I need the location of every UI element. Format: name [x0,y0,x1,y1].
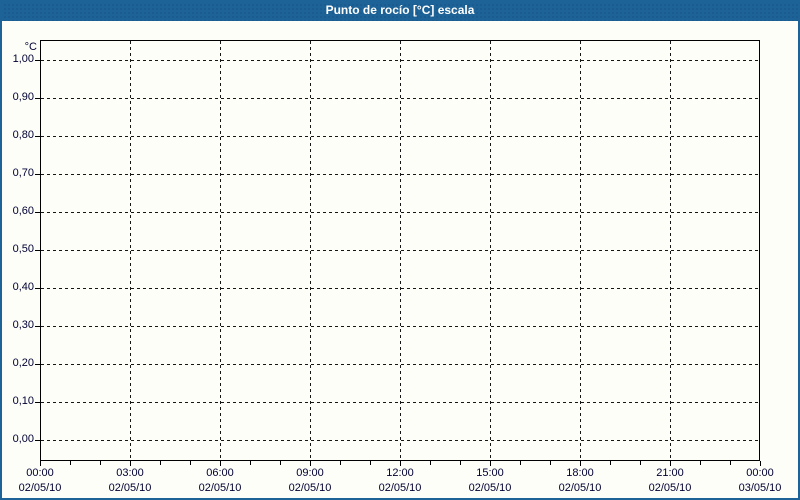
y-axis-unit-label: °C [24,41,37,53]
x-axis-minor-tick [610,461,611,465]
x-grid-line [310,41,311,460]
x-tick-date-label: 02/05/10 [378,482,422,494]
x-axis-minor-tick [340,461,341,465]
x-axis-minor-tick [160,461,161,465]
y-tick-label: 0,10 [12,395,34,407]
x-axis-minor-tick [190,461,191,465]
x-axis-major-tick [670,461,671,466]
y-tick-label: 0,60 [12,205,34,217]
x-axis-minor-tick [370,461,371,465]
x-grid-line [400,41,401,460]
x-axis-minor-tick [430,461,431,465]
y-tick-label: 0,50 [12,243,34,255]
x-tick-time-label: 15:00 [476,467,504,479]
y-axis-tick [35,60,40,61]
x-tick-time-label: 00:00 [746,467,774,479]
y-axis-tick [35,440,40,441]
y-axis-tick [35,326,40,327]
y-axis-tick [35,136,40,137]
x-grid-line [220,41,221,460]
x-tick-time-label: 18:00 [566,467,594,479]
x-grid-line [670,41,671,460]
x-tick-time-label: 12:00 [386,467,414,479]
x-tick-time-label: 21:00 [656,467,684,479]
x-tick-time-label: 09:00 [296,467,324,479]
y-tick-label: 0,00 [12,433,34,445]
y-axis-tick [35,212,40,213]
y-tick-label: 0,30 [12,319,34,331]
title-bar: Punto de rocío [°C] escala [0,0,800,21]
plot-area [40,40,760,461]
x-tick-date-label: 02/05/10 [18,482,62,494]
x-axis-minor-tick [520,461,521,465]
x-axis-major-tick [220,461,221,466]
x-axis-major-tick [580,461,581,466]
x-tick-date-label: 02/05/10 [558,482,602,494]
x-tick-time-label: 00:00 [26,467,54,479]
x-axis-major-tick [40,461,41,466]
x-axis-minor-tick [550,461,551,465]
x-tick-date-label: 02/05/10 [288,482,332,494]
y-axis-tick [35,174,40,175]
y-tick-label: 0,80 [12,129,34,141]
chart-title: Punto de rocío [°C] escala [325,3,475,17]
x-axis-minor-tick [250,461,251,465]
y-axis-tick [35,98,40,99]
y-tick-label: 1,00 [12,53,34,65]
y-tick-label: 0,70 [12,167,34,179]
x-axis-minor-tick [640,461,641,465]
x-axis-major-tick [760,461,761,466]
x-axis-minor-tick [100,461,101,465]
y-axis-tick [35,288,40,289]
x-tick-date-label: 02/05/10 [198,482,242,494]
y-tick-label: 0,20 [12,357,34,369]
x-axis-minor-tick [700,461,701,465]
x-axis-major-tick [310,461,311,466]
x-axis-major-tick [490,461,491,466]
x-tick-time-label: 03:00 [116,467,144,479]
x-tick-time-label: 06:00 [206,467,234,479]
y-axis-tick [35,402,40,403]
x-grid-line [580,41,581,460]
x-tick-date-label: 02/05/10 [648,482,692,494]
x-axis-major-tick [400,461,401,466]
x-grid-line [490,41,491,460]
x-axis-minor-tick [730,461,731,465]
y-axis-tick [35,250,40,251]
y-axis-tick [35,364,40,365]
x-tick-date-label: 02/05/10 [468,482,512,494]
x-axis-major-tick [130,461,131,466]
x-axis-minor-tick [460,461,461,465]
x-tick-date-label: 02/05/10 [108,482,152,494]
y-tick-label: 0,40 [12,281,34,293]
x-tick-date-label: 03/05/10 [738,482,782,494]
x-axis-minor-tick [280,461,281,465]
x-grid-line [130,41,131,460]
y-tick-label: 0,90 [12,91,34,103]
x-axis-minor-tick [70,461,71,465]
